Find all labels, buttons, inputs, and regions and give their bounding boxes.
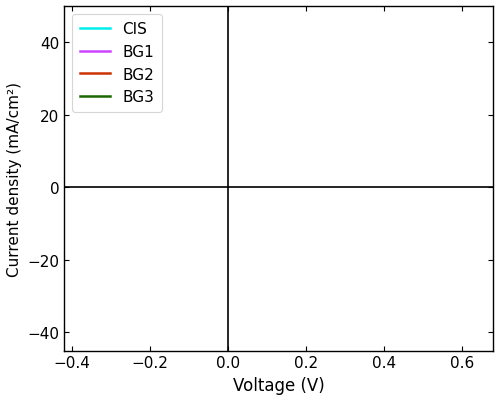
Legend: CIS, BG1, BG2, BG3: CIS, BG1, BG2, BG3 (72, 14, 162, 113)
X-axis label: Voltage (V): Voltage (V) (233, 376, 324, 394)
Y-axis label: Current density (mA/cm²): Current density (mA/cm²) (7, 81, 22, 276)
